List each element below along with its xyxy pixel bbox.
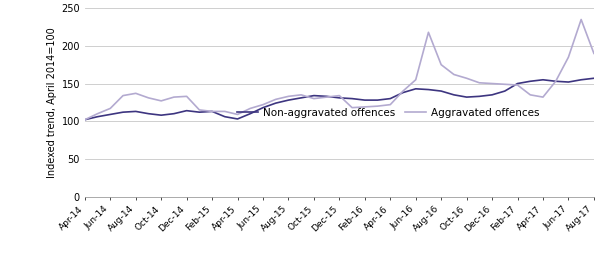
Aggravated offences: [412, 78, 419, 81]
Non-aggravated offences: [272, 102, 279, 105]
Non-aggravated offences: [514, 82, 521, 85]
Legend: Non-aggravated offences, Aggravated offences: Non-aggravated offences, Aggravated offe…: [233, 104, 544, 122]
Aggravated offences: [578, 18, 585, 21]
Non-aggravated offences: [565, 80, 572, 84]
Non-aggravated offences: [539, 78, 547, 81]
Non-aggravated offences: [438, 90, 445, 93]
Non-aggravated offences: [412, 87, 419, 90]
Aggravated offences: [514, 84, 521, 87]
Non-aggravated offences: [183, 109, 190, 112]
Line: Non-aggravated offences: Non-aggravated offences: [85, 78, 594, 120]
Aggravated offences: [196, 108, 203, 112]
Aggravated offences: [119, 94, 127, 97]
Non-aggravated offences: [552, 80, 559, 83]
Aggravated offences: [221, 110, 228, 113]
Non-aggravated offences: [234, 117, 241, 121]
Aggravated offences: [298, 93, 305, 96]
Aggravated offences: [590, 52, 598, 55]
Non-aggravated offences: [298, 96, 305, 99]
Non-aggravated offences: [132, 110, 139, 113]
Non-aggravated offences: [310, 94, 318, 97]
Non-aggravated offences: [247, 112, 254, 115]
Aggravated offences: [552, 80, 559, 83]
Aggravated offences: [310, 97, 318, 100]
Aggravated offences: [285, 95, 292, 98]
Aggravated offences: [374, 105, 381, 108]
Aggravated offences: [259, 103, 267, 106]
Non-aggravated offences: [450, 93, 458, 96]
Aggravated offences: [539, 96, 547, 99]
Aggravated offences: [527, 93, 534, 96]
Aggravated offences: [361, 105, 368, 109]
Aggravated offences: [272, 98, 279, 101]
Non-aggravated offences: [119, 111, 127, 114]
Non-aggravated offences: [399, 91, 407, 94]
Aggravated offences: [348, 106, 356, 109]
Non-aggravated offences: [208, 110, 216, 113]
Line: Aggravated offences: Aggravated offences: [85, 19, 594, 120]
Non-aggravated offences: [387, 97, 394, 100]
Non-aggravated offences: [285, 99, 292, 102]
Aggravated offences: [323, 96, 330, 99]
Aggravated offences: [501, 83, 508, 86]
Non-aggravated offences: [336, 96, 343, 99]
Aggravated offences: [438, 63, 445, 66]
Aggravated offences: [399, 90, 407, 93]
Aggravated offences: [463, 77, 470, 80]
Aggravated offences: [145, 96, 152, 99]
Non-aggravated offences: [348, 97, 356, 100]
Aggravated offences: [476, 81, 483, 84]
Aggravated offences: [94, 112, 101, 115]
Non-aggravated offences: [578, 78, 585, 81]
Aggravated offences: [158, 99, 165, 102]
Non-aggravated offences: [527, 80, 534, 83]
Aggravated offences: [107, 107, 114, 110]
Non-aggravated offences: [196, 111, 203, 114]
Non-aggravated offences: [158, 114, 165, 117]
Y-axis label: Indexed trend, April 2014=100: Indexed trend, April 2014=100: [47, 27, 57, 178]
Aggravated offences: [183, 95, 190, 98]
Non-aggravated offences: [221, 115, 228, 118]
Aggravated offences: [247, 107, 254, 110]
Non-aggravated offences: [81, 118, 88, 121]
Non-aggravated offences: [170, 112, 178, 115]
Non-aggravated offences: [590, 77, 598, 80]
Aggravated offences: [565, 55, 572, 59]
Aggravated offences: [132, 92, 139, 95]
Non-aggravated offences: [374, 99, 381, 102]
Non-aggravated offences: [476, 95, 483, 98]
Non-aggravated offences: [361, 99, 368, 102]
Aggravated offences: [81, 118, 88, 121]
Non-aggravated offences: [145, 112, 152, 115]
Non-aggravated offences: [94, 115, 101, 118]
Non-aggravated offences: [463, 96, 470, 99]
Aggravated offences: [450, 73, 458, 76]
Non-aggravated offences: [425, 88, 432, 91]
Aggravated offences: [425, 31, 432, 34]
Non-aggravated offences: [107, 113, 114, 116]
Aggravated offences: [208, 110, 216, 113]
Aggravated offences: [234, 113, 241, 116]
Non-aggravated offences: [501, 90, 508, 93]
Aggravated offences: [336, 94, 343, 97]
Non-aggravated offences: [323, 95, 330, 98]
Non-aggravated offences: [259, 106, 267, 109]
Non-aggravated offences: [488, 93, 496, 96]
Aggravated offences: [387, 103, 394, 106]
Aggravated offences: [170, 96, 178, 99]
Aggravated offences: [488, 82, 496, 85]
